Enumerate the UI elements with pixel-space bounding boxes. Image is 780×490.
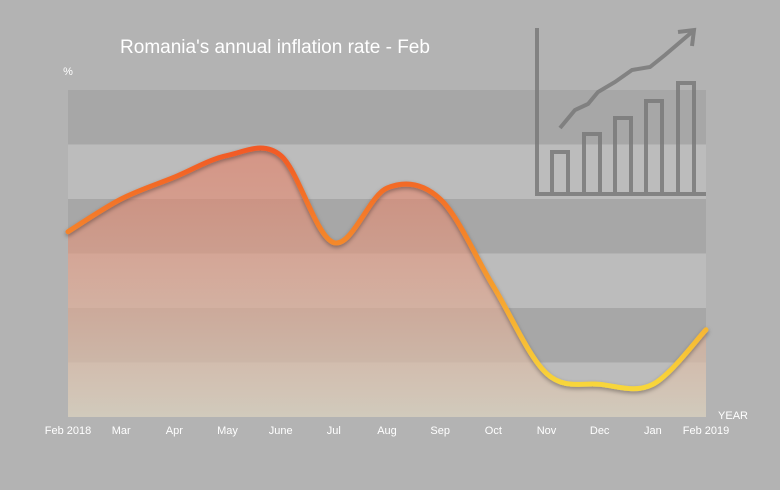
x-tick-label: June xyxy=(269,425,293,437)
x-tick-label: Nov xyxy=(537,425,557,437)
growth-icon xyxy=(535,27,706,196)
x-tick-label: Aug xyxy=(377,425,397,437)
y-axis-label: % xyxy=(63,66,73,78)
x-tick-label: Feb 2018 xyxy=(45,425,91,437)
x-tick-label: Mar xyxy=(112,425,131,437)
area xyxy=(68,148,706,417)
line xyxy=(65,145,709,392)
x-tick-label: Oct xyxy=(485,425,502,437)
x-axis-label: YEAR xyxy=(718,410,748,422)
x-tick-label: Sep xyxy=(430,425,450,437)
grid-band xyxy=(68,90,706,145)
x-tick-label: Apr xyxy=(166,425,183,437)
x-tick-label: Dec xyxy=(590,425,610,437)
x-tick-label: Jan xyxy=(644,425,662,437)
plot xyxy=(65,145,709,417)
x-tick-label: Feb 2019 xyxy=(683,425,729,437)
chart-title: Romania's annual inflation rate - Feb xyxy=(120,37,430,58)
x-tick-label: May xyxy=(217,425,238,437)
x-tick-label: Jul xyxy=(327,425,341,437)
